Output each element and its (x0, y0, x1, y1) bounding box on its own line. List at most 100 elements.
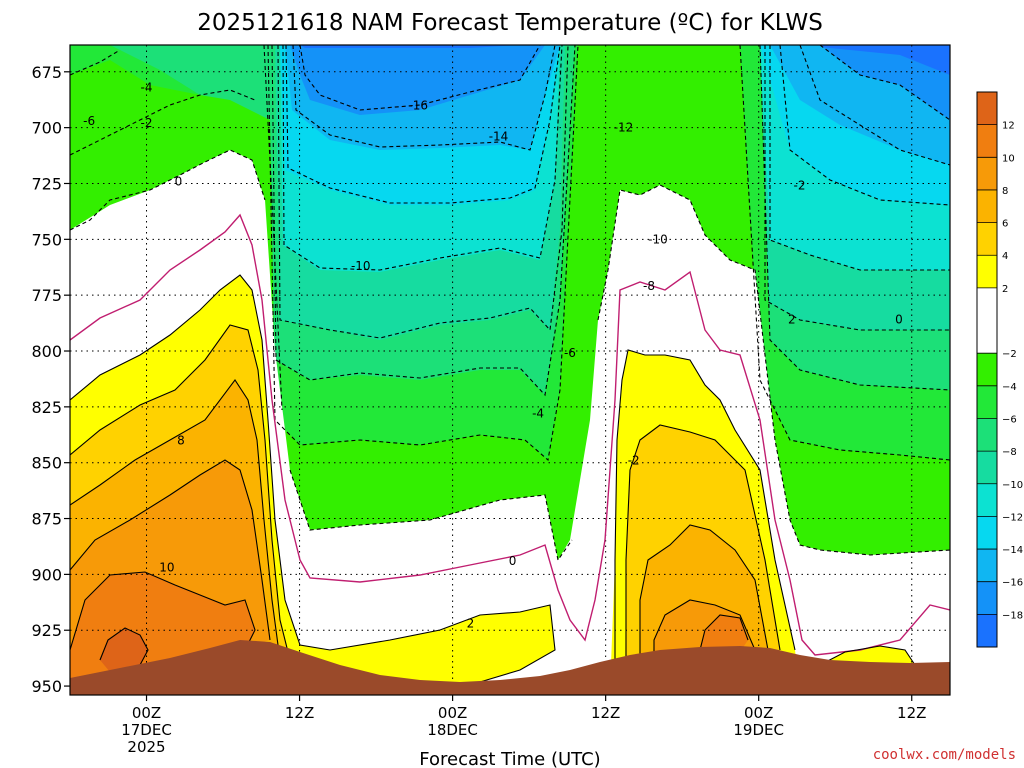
x-tick-label: 12Z (591, 704, 620, 722)
colorbar-swatch (977, 385, 997, 419)
colorbar-label: −12 (1002, 512, 1023, 523)
contour-label-text: -12 (614, 121, 634, 135)
colorbar-label: −16 (1002, 578, 1023, 589)
x-tick-label: 12Z (897, 704, 926, 722)
colorbar-swatch (977, 549, 997, 582)
contour-label: -4 (532, 407, 544, 421)
contour-label-text: 2 (467, 617, 475, 631)
band-12-14-left (100, 628, 148, 672)
contour-label: 0 (175, 174, 183, 188)
x-tick-label: 18DEC (427, 721, 478, 739)
colorbar-label: 8 (1002, 186, 1008, 197)
x-tick-label: 19DEC (733, 721, 784, 739)
colorbar-swatch (977, 614, 997, 647)
contour-label: 0 (895, 313, 903, 327)
colorbar-label: −6 (1002, 414, 1017, 425)
colorbar-swatch (977, 287, 997, 354)
y-tick-label: 700 (31, 119, 62, 138)
colorbar-swatch (977, 581, 997, 615)
y-tick-label: 750 (31, 230, 62, 249)
chart-title: 2025121618 NAM Forecast Temperature (ºC)… (197, 10, 823, 36)
contour-label: 2 (467, 617, 475, 631)
plot-area: -4 -6 -2 0 8 10 -16 -14 -12 -10 -10 -8 -6 -4 -2 0 2 -2 2 0 -… (70, 45, 1024, 695)
contour-label: -12 (614, 121, 634, 135)
colorbar-label: −14 (1002, 545, 1023, 556)
contour-label-text: -16 (408, 98, 428, 112)
contour-label: -6 (564, 346, 576, 360)
y-tick-label: 950 (31, 677, 62, 696)
terrain (70, 640, 950, 695)
contour-label-text: -14 (489, 130, 509, 144)
contour-label-text: -10 (648, 232, 668, 246)
colorbar-label: 10 (1002, 153, 1015, 164)
contour-label-text: -4 (141, 80, 153, 94)
y-tick-label: 675 (31, 63, 62, 82)
colorbar-swatch (977, 483, 997, 517)
y-tick-label: 850 (31, 454, 62, 473)
colorbar-swatch (977, 516, 997, 550)
contour-label-text: -2 (628, 453, 640, 467)
colorbar-swatch (977, 189, 997, 223)
y-tick-label: 875 (31, 510, 62, 529)
colorbar-label: 6 (1002, 219, 1008, 230)
colorbar-label: −10 (1002, 480, 1023, 491)
contour-label-text: -10 (1010, 183, 1024, 197)
contour-label-text: -8 (643, 279, 655, 293)
contour-label-text: -2 (794, 179, 806, 193)
contour-label: -4 (141, 80, 153, 94)
contour-label-text: -14 (1018, 65, 1024, 79)
contour-label-text: -10 (351, 259, 371, 273)
colorbar-label: 12 (1002, 121, 1015, 132)
credit-text: coolwx.com/models (873, 747, 1016, 763)
x-tick-label: 00Z (132, 704, 161, 722)
colorbar-swatch (977, 92, 997, 125)
contour-label-text: 0 (175, 174, 183, 188)
colorbar-frame (976, 91, 998, 648)
contour-label: -16 (408, 98, 428, 112)
colorbar-label: −4 (1002, 382, 1017, 393)
y-tick-label: 925 (31, 621, 62, 640)
colorbar-swatch (977, 124, 997, 158)
contour-label: -10 (648, 232, 668, 246)
x-tick-label: 17DEC (121, 721, 172, 739)
colorbar-swatch (977, 255, 997, 288)
colorbar-label: −2 (1002, 349, 1017, 360)
contour-label-text: -4 (532, 407, 544, 421)
contour-label: -6 (83, 114, 95, 128)
colorbar-swatch (977, 157, 997, 190)
temperature-fill (70, 45, 950, 695)
contour-label: -14 (489, 130, 509, 144)
contour-label: 8 (177, 433, 185, 447)
y-tick-label: 825 (31, 398, 62, 417)
x-tick-label: 2025 (127, 738, 165, 756)
contour-label: -10 (1010, 183, 1024, 197)
y-tick-label: 775 (31, 286, 62, 305)
contour-label: -14 (1018, 65, 1024, 79)
colorbar: 12 10 8 6 4 2 −2 −4 −6 −8 −10 −12 −14 −16 −18 (976, 91, 1023, 648)
contour-label: -2 (141, 116, 153, 130)
x-tick-label: 00Z (744, 704, 773, 722)
contour-label: -8 (643, 279, 655, 293)
contour-label-text: -6 (564, 346, 576, 360)
colorbar-swatch (977, 418, 997, 452)
y-tick-label: 725 (31, 174, 62, 193)
contour-label-text: 0 (895, 313, 903, 327)
contour-label: -10 (351, 259, 371, 273)
contour-label: 10 (159, 561, 174, 575)
x-axis-label: Forecast Time (UTC) (419, 749, 600, 768)
contour-label-text: -2 (141, 116, 153, 130)
grid (70, 45, 950, 695)
plot-frame (69, 44, 951, 696)
y-tick-label: 800 (31, 342, 62, 361)
x-tick-label: 00Z (438, 704, 467, 722)
contour-label: -2 (794, 179, 806, 193)
contour-lines (70, 45, 950, 690)
contour-label-text: 10 (159, 561, 174, 575)
contour-label-text: -6 (83, 114, 95, 128)
colorbar-swatch (977, 353, 997, 386)
colorbar-swatch (977, 451, 997, 484)
contour-label-text: 8 (177, 433, 185, 447)
contour-label: -2 (628, 453, 640, 467)
